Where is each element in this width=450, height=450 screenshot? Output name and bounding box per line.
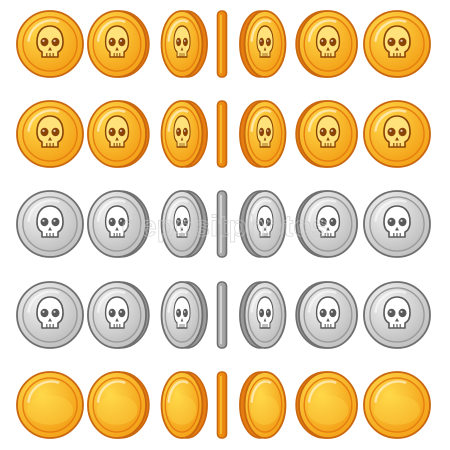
- skull-icon: [173, 115, 191, 148]
- gold-coin-frame-6: [295, 371, 358, 439]
- gold-coin-frame-4: [216, 371, 228, 439]
- skull-icon: [36, 115, 64, 148]
- coin-row-3: [16, 190, 431, 258]
- skull-icon: [36, 25, 64, 58]
- skull-icon: [173, 25, 191, 58]
- skull-icon: [315, 25, 341, 58]
- silver-coin-frame-6: [295, 281, 358, 349]
- coin-row-1: [16, 10, 431, 78]
- skull-icon: [383, 115, 411, 148]
- gold-coin-frame-7: [363, 10, 431, 78]
- silver-coin-frame-3: [160, 281, 208, 349]
- gold-coin-frame-1: [16, 10, 84, 78]
- skull-icon: [256, 115, 274, 148]
- gold-coin-frame-2: [87, 100, 150, 168]
- gold-coin-frame-3: [160, 10, 208, 78]
- coin-row-5: [16, 371, 431, 439]
- gold-coin-frame-5: [239, 10, 287, 78]
- gold-coin-frame-7: [363, 100, 431, 168]
- gold-coin-frame-4: [216, 100, 228, 168]
- silver-coin-frame-1: [16, 281, 84, 349]
- gold-coin-frame-1: [16, 100, 84, 168]
- silver-coin-frame-2: [87, 281, 150, 349]
- skull-icon: [104, 296, 130, 329]
- gold-coin-frame-6: [295, 100, 358, 168]
- silver-coin-frame-7: [363, 281, 431, 349]
- gold-coin-frame-3: [160, 100, 208, 168]
- skull-icon: [36, 296, 64, 329]
- silver-coin-frame-5: [239, 281, 287, 349]
- skull-icon: [315, 115, 341, 148]
- skull-icon: [256, 296, 274, 329]
- skull-icon: [315, 205, 341, 238]
- skull-icon: [104, 115, 130, 148]
- silver-coin-frame-1: [16, 190, 84, 258]
- skull-icon: [256, 25, 274, 58]
- skull-icon: [383, 205, 411, 238]
- silver-coin-frame-7: [363, 190, 431, 258]
- skull-icon: [104, 25, 130, 58]
- skull-icon: [383, 25, 411, 58]
- silver-coin-frame-2: [87, 190, 150, 258]
- gold-coin-frame-1: [16, 371, 84, 439]
- gold-coin-frame-6: [295, 10, 358, 78]
- silver-coin-frame-4: [216, 281, 228, 349]
- gold-coin-frame-7: [363, 371, 431, 439]
- gold-coin-frame-4: [216, 10, 228, 78]
- skull-icon: [173, 205, 191, 238]
- skull-icon: [173, 296, 191, 329]
- silver-coin-frame-3: [160, 190, 208, 258]
- silver-coin-frame-4: [216, 190, 228, 258]
- gold-coin-frame-2: [87, 371, 150, 439]
- skull-icon: [315, 296, 341, 329]
- gold-coin-frame-2: [87, 10, 150, 78]
- coin-row-4: [16, 281, 431, 349]
- skull-icon: [104, 205, 130, 238]
- gold-coin-frame-5: [239, 371, 287, 439]
- gold-coin-frame-5: [239, 100, 287, 168]
- gold-coin-frame-3: [160, 371, 208, 439]
- coin-row-2: [16, 100, 431, 168]
- skull-icon: [383, 296, 411, 329]
- silver-coin-frame-5: [239, 190, 287, 258]
- skull-icon: [256, 205, 274, 238]
- silver-coin-frame-6: [295, 190, 358, 258]
- skull-icon: [36, 205, 64, 238]
